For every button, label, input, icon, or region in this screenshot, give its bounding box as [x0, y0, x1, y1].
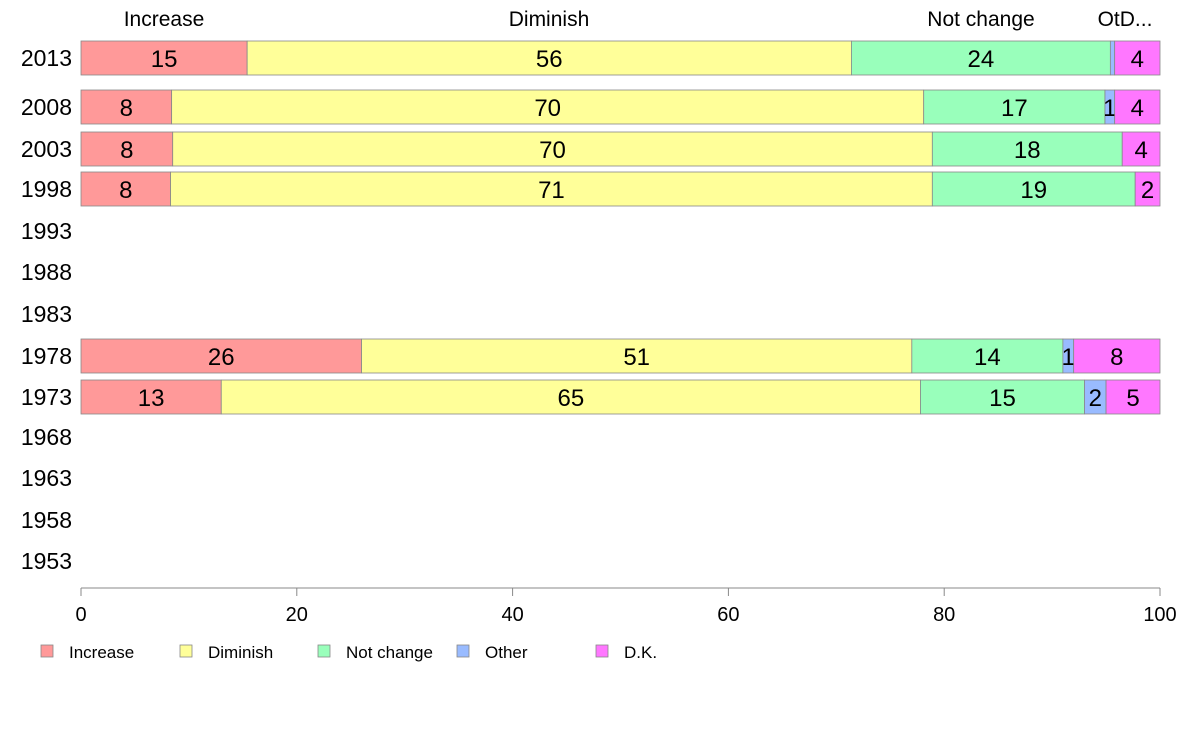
y-tick-label: 2008: [21, 94, 72, 120]
data-label: 70: [539, 137, 566, 164]
data-label: 8: [120, 137, 133, 164]
bar-segment: [171, 89, 925, 125]
data-label: 8: [1110, 344, 1123, 371]
y-tick-label: 1998: [21, 176, 72, 202]
legend-label: D.K.: [624, 643, 657, 662]
bar-segment: [80, 89, 173, 125]
data-label: 4: [1134, 137, 1147, 164]
bar-segment: [1114, 40, 1161, 76]
x-tick-label: 20: [286, 604, 308, 626]
y-tick-label: 1983: [21, 301, 72, 327]
bar-segment: [361, 338, 913, 374]
y-tick-label: 2003: [21, 136, 72, 162]
y-tick-label: 1973: [21, 384, 72, 410]
data-label: 18: [1014, 137, 1041, 164]
data-label: 13: [138, 385, 165, 412]
legend-label: Increase: [69, 643, 134, 662]
bar-segment: [911, 338, 1064, 374]
data-label: 5: [1126, 385, 1139, 412]
data-label: 17: [1001, 95, 1028, 122]
bar-segment: [80, 40, 248, 76]
legend-label: Not change: [346, 643, 433, 662]
data-label: 70: [534, 95, 561, 122]
data-label: 26: [208, 344, 235, 371]
x-tick-label: 40: [501, 604, 523, 626]
data-label: 15: [151, 46, 178, 73]
bar-segment: [80, 131, 174, 167]
bar-segment: [1114, 89, 1161, 125]
bar-segment: [1121, 131, 1161, 167]
bar-segment: [931, 131, 1123, 167]
column-header: Diminish: [509, 8, 590, 31]
data-label: 71: [538, 177, 565, 204]
data-label: 65: [558, 385, 585, 412]
y-tick-label: 1968: [21, 424, 72, 450]
bar-segment: [220, 379, 921, 415]
bar-segment: [1073, 338, 1161, 374]
bar-segment: [931, 171, 1136, 207]
bar-segment: [80, 338, 362, 374]
legend-swatch: [595, 644, 609, 658]
legend-swatch: [179, 644, 193, 658]
x-tick-label: 100: [1143, 604, 1176, 626]
data-label: 56: [536, 46, 563, 73]
data-label: 2: [1089, 385, 1102, 412]
data-label: 4: [1131, 95, 1144, 122]
x-tick-label: 80: [933, 604, 955, 626]
data-label: 8: [119, 177, 132, 204]
legend-swatch: [40, 644, 54, 658]
data-label: 19: [1020, 177, 1047, 204]
y-tick-label: 1953: [21, 548, 72, 574]
x-tick-label: 60: [717, 604, 739, 626]
bar-segment: [923, 89, 1106, 125]
legend-label: Other: [485, 643, 528, 662]
data-label: 1: [1103, 95, 1116, 122]
data-label: 8: [120, 95, 133, 122]
data-label: 1: [1062, 344, 1075, 371]
y-tick-label: 2013: [21, 45, 72, 71]
y-tick-label: 1988: [21, 259, 72, 285]
y-tick-label: 1958: [21, 507, 72, 533]
y-tick-label: 1993: [21, 218, 72, 244]
column-header: Not change: [927, 8, 1034, 31]
data-label: 2: [1141, 177, 1154, 204]
x-tick-label: 0: [75, 604, 86, 626]
bar-segment: [80, 379, 222, 415]
bar-segment: [1134, 171, 1161, 207]
y-tick-label: 1978: [21, 343, 72, 369]
bar-segment: [246, 40, 852, 76]
data-label: 15: [989, 385, 1016, 412]
column-header: OtD...: [1098, 8, 1153, 31]
legend-label: Diminish: [208, 643, 273, 662]
bar-segment: [1109, 40, 1116, 76]
data-label: 14: [974, 344, 1001, 371]
data-label: 51: [623, 344, 650, 371]
bar-segment: [80, 171, 171, 207]
legend-swatch: [317, 644, 331, 658]
data-label: 24: [968, 46, 995, 73]
bar-segment: [851, 40, 1111, 76]
bar-segment: [170, 171, 933, 207]
bar-segment: [920, 379, 1085, 415]
column-header: Increase: [124, 8, 205, 31]
y-tick-label: 1963: [21, 465, 72, 491]
legend-swatch: [456, 644, 470, 658]
bar-segment: [1105, 379, 1161, 415]
data-label: 4: [1131, 46, 1144, 73]
